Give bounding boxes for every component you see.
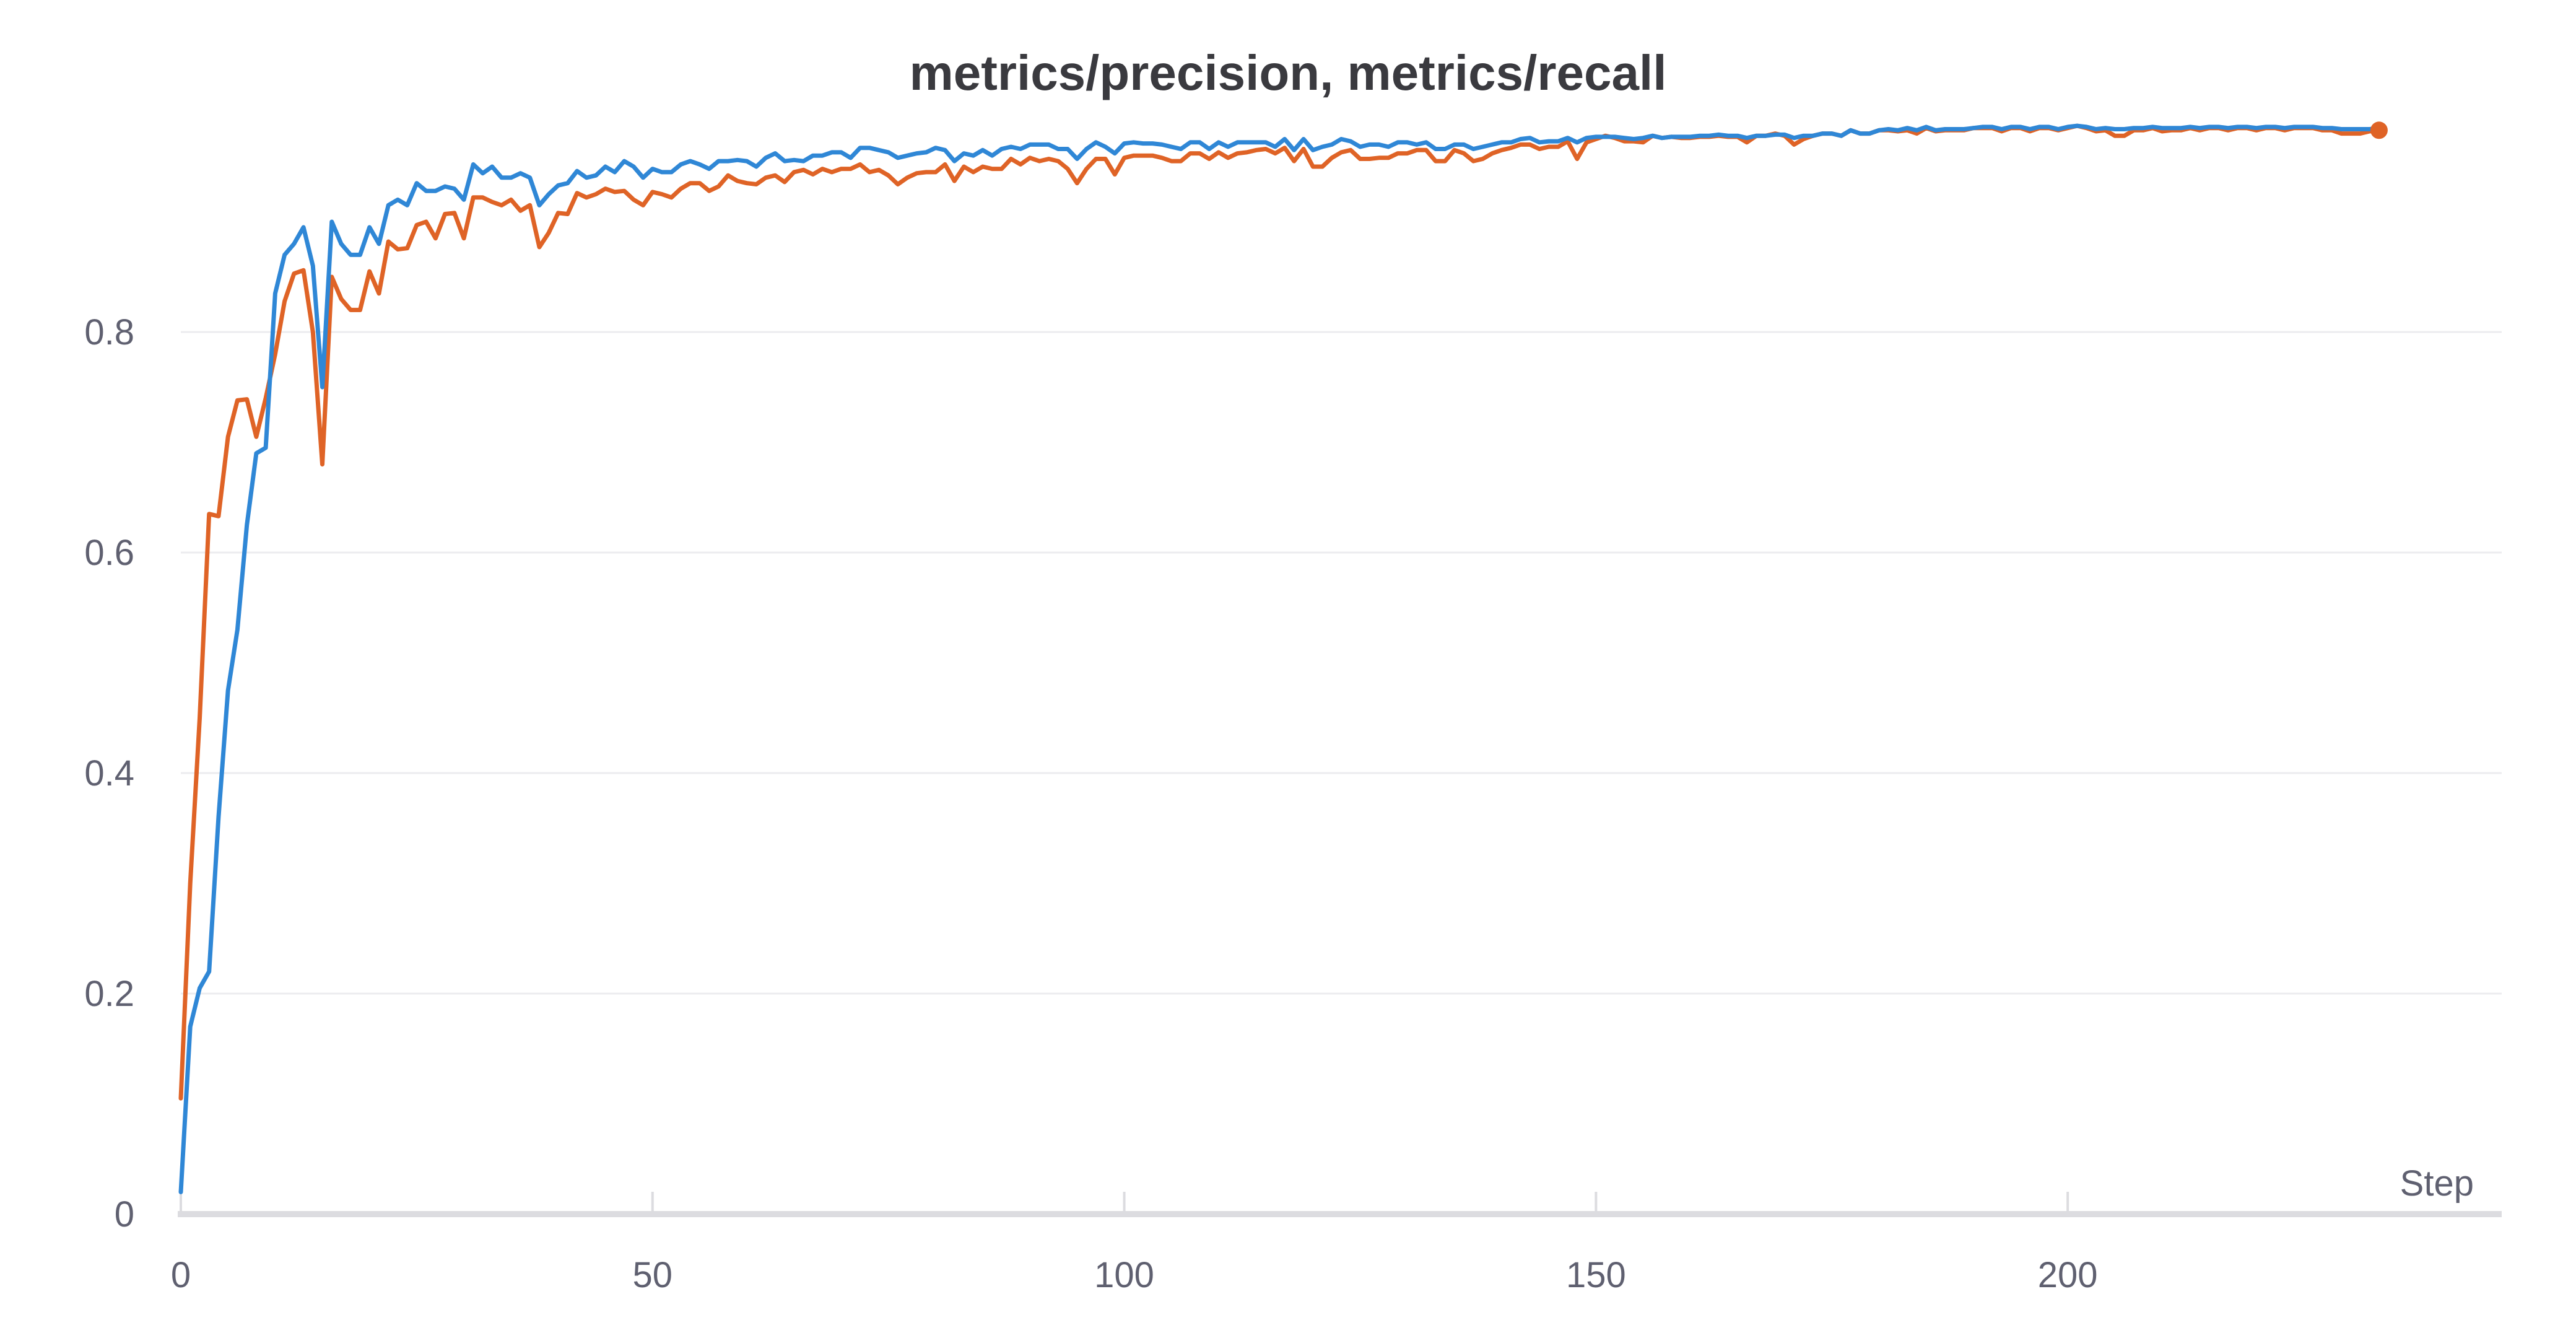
y-tick-label: 0.6 bbox=[84, 533, 134, 573]
gridlines bbox=[181, 331, 2502, 995]
y-tick-label: 0.8 bbox=[84, 312, 134, 352]
x-axis-label: Step bbox=[2400, 1163, 2474, 1204]
chart-title: metrics/precision, metrics/recall bbox=[909, 45, 1667, 100]
series-end-marker bbox=[2370, 121, 2388, 139]
series-lines bbox=[178, 123, 2382, 1194]
y-tick-label: 0.2 bbox=[84, 974, 134, 1014]
x-tick-label: 50 bbox=[633, 1255, 673, 1295]
x-tick-label: 100 bbox=[1094, 1255, 1154, 1295]
x-tick-label: 150 bbox=[1566, 1255, 1626, 1295]
x-tick-label: 0 bbox=[171, 1255, 191, 1295]
x-tick-label: 200 bbox=[2038, 1255, 2098, 1295]
axes: 0 0.2 0.4 0.6 0.8 0 50 100 150 200 bbox=[84, 312, 2502, 1295]
series-line-recall bbox=[178, 123, 2382, 1194]
y-tick-label: 0.4 bbox=[84, 753, 134, 794]
series-line-precision bbox=[178, 123, 2382, 1101]
y-tick-label: 0 bbox=[115, 1194, 134, 1235]
end-markers bbox=[2370, 121, 2388, 139]
